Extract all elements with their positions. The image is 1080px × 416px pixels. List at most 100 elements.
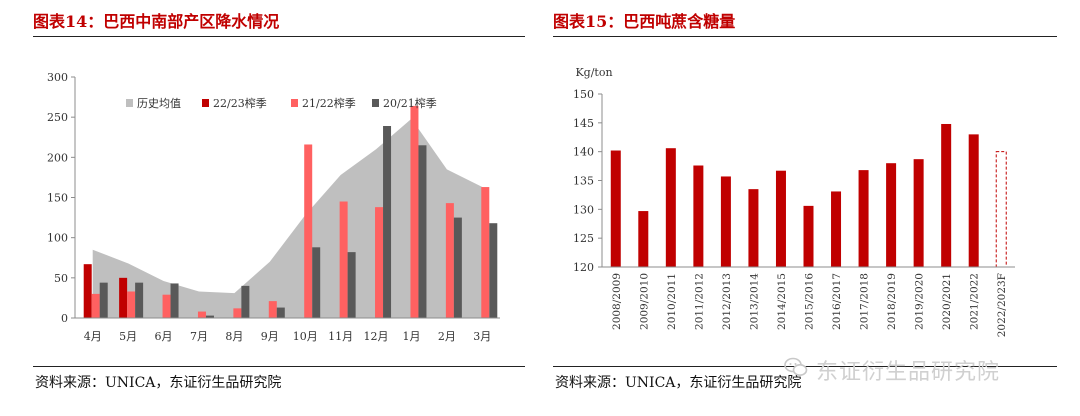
bar-1 (610, 150, 621, 267)
x-tick-label: 2014/2015 (776, 273, 788, 330)
precipitation-chart: 0 50 100 150 200 250 300 4月 5月 6月 7月 8月 9月 10月 11月 12月 1… (47, 71, 500, 343)
bar-11 (886, 163, 897, 267)
bar-2-4 (197, 311, 206, 318)
bar-10 (858, 170, 869, 267)
bar-3-7 (312, 247, 321, 318)
x-tick-label: 2018/2019 (886, 273, 898, 330)
left-chart-title: 图表14：巴西中南部产区降水情况 (33, 12, 280, 31)
bar-7 (775, 170, 786, 267)
y-tick-label: 135 (573, 175, 594, 188)
x-tick-label: 10月 (293, 330, 318, 343)
x-tick-label: 2019/2020 (914, 273, 926, 330)
bar-8 (803, 205, 814, 267)
bar-1-2 (119, 277, 128, 318)
bar-2-7 (304, 144, 313, 318)
x-tick-label: 9月 (261, 330, 279, 343)
y-tick-label: 0 (61, 312, 68, 325)
wechat-icon (784, 357, 808, 376)
bar-3-4 (205, 315, 214, 318)
legend-label-1: 历史均值 (137, 97, 181, 110)
right-title-rule (553, 36, 1057, 37)
bar-3-1 (99, 282, 108, 318)
x-tick-label: 2015/2016 (804, 273, 816, 330)
y-tick-label: 150 (47, 192, 68, 205)
x-tick-label: 2010/2011 (666, 273, 678, 330)
bar-3-9 (383, 126, 392, 319)
x-tick-label: 12月 (364, 330, 389, 343)
x-tick-label: 11月 (328, 330, 353, 343)
x-tick-label: 6月 (155, 330, 173, 343)
x-tick-label: 1月 (402, 330, 420, 343)
bar-2-8 (339, 201, 348, 318)
bar-2-12 (481, 187, 490, 318)
legend-label-4: 20/21榨季 (383, 96, 437, 110)
x-tick-label: 2021/2022 (969, 273, 981, 330)
x-tick-label: 7月 (190, 330, 208, 343)
sugar-content-chart: 120 125 130 135 140 145 150 Kg/ton 2008/2009 2009… (573, 66, 1015, 337)
legend-label-3: 21/22榨季 (302, 96, 356, 110)
bar-14 (968, 134, 979, 267)
bar-3-11 (453, 217, 462, 318)
bar-2-2 (127, 291, 136, 318)
x-tick-label: 2020/2021 (941, 273, 953, 330)
bar-2-1 (91, 293, 100, 318)
bar-2-11 (445, 203, 454, 318)
right-chart-title: 图表15：巴西吨蔗含糖量 (553, 12, 736, 31)
bar-3-10 (418, 145, 427, 318)
watermark: 东证衍生品研究院 (768, 352, 1058, 385)
y-tick-label: 300 (47, 71, 68, 84)
x-tick-label: 2016/2017 (831, 273, 843, 330)
y-tick-label: 120 (573, 261, 594, 274)
bar-3-5 (241, 285, 250, 318)
left-source-note: 资料来源：UNICA，东证衍生品研究院 (35, 375, 282, 391)
y-axis-unit: Kg/ton (575, 66, 612, 79)
bar-2 (638, 211, 649, 267)
x-tick-label: 5月 (119, 330, 137, 343)
bar-12 (913, 159, 924, 267)
watermark-text: 东证衍生品研究院 (816, 360, 1001, 385)
x-tick-label: 2011/2012 (693, 273, 705, 330)
legend-swatch-4 (372, 99, 379, 107)
bar-2-6 (268, 301, 277, 318)
bar-3-3 (170, 283, 179, 318)
left-source-rule (33, 366, 525, 367)
bar-3-8 (347, 252, 356, 318)
x-tick-label: 2008/2009 (611, 273, 623, 330)
right-source-note: 资料来源：UNICA，东证衍生品研究院 (555, 375, 802, 391)
x-tick-label: 8月 (225, 330, 243, 343)
x-tick-label: 2009/2010 (638, 273, 650, 330)
left-title-rule (33, 36, 525, 37)
x-tick-label: 4月 (84, 330, 102, 343)
x-tick-label: 2022/2023F (996, 273, 1008, 337)
y-tick-label: 140 (573, 146, 594, 159)
bar-2-10 (410, 105, 419, 318)
bar-4 (693, 165, 704, 267)
bar-2-9 (375, 207, 384, 318)
legend-swatch-3 (291, 99, 298, 107)
y-tick-label: 200 (47, 151, 68, 164)
bar-6 (748, 189, 759, 267)
x-tick-label: 2012/2013 (721, 273, 733, 330)
x-tick-label: 2013/2014 (748, 273, 760, 330)
legend-swatch-1 (126, 99, 133, 107)
bar-3 (665, 148, 676, 267)
bar-3-12 (489, 223, 498, 318)
bar-15 (995, 151, 1007, 268)
bar-1-1 (83, 264, 92, 318)
bar-2-5 (233, 308, 242, 318)
bar-3-6 (276, 307, 285, 318)
y-tick-label: 100 (47, 232, 68, 245)
bar-3-2 (135, 282, 144, 318)
legend-swatch-2 (202, 99, 209, 107)
y-tick-label: 50 (54, 272, 68, 285)
legend-label-2: 22/23榨季 (213, 96, 267, 110)
bar-9 (831, 191, 842, 267)
y-tick-label: 130 (573, 203, 594, 216)
y-tick-label: 125 (573, 232, 594, 245)
x-tick-label: 3月 (473, 330, 491, 343)
x-tick-label: 2月 (438, 330, 456, 343)
bar-2-3 (162, 294, 171, 318)
y-tick-label: 145 (573, 117, 594, 130)
bar-5 (720, 176, 731, 267)
x-tick-label: 2017/2018 (859, 273, 871, 330)
